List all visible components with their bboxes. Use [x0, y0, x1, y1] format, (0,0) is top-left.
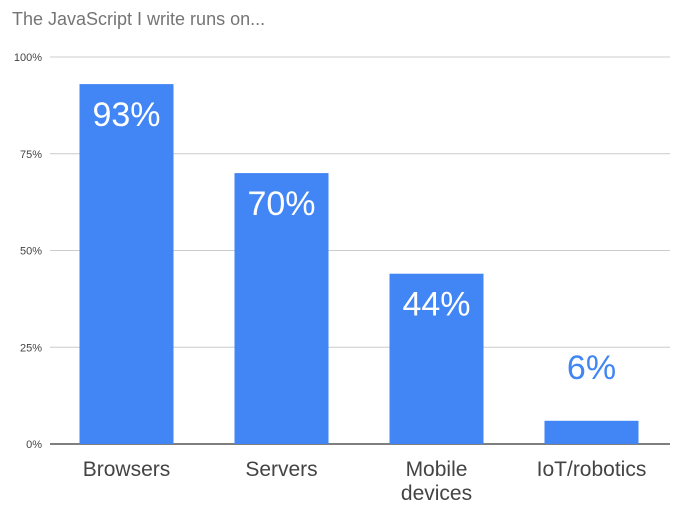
category-label: IoT/robotics	[537, 458, 647, 481]
category-label: Mobile	[406, 458, 468, 481]
bar	[544, 420, 639, 444]
y-tick-label: 25%	[20, 342, 42, 354]
y-tick-label: 75%	[20, 149, 42, 161]
data-label: 93%	[92, 96, 160, 134]
bar	[389, 273, 484, 444]
y-tick-label: 100%	[14, 52, 42, 64]
category-label: devices	[401, 482, 472, 505]
bar	[79, 84, 174, 444]
chart-title: The JavaScript I write runs on...	[12, 9, 266, 29]
bar	[234, 173, 329, 444]
data-label: 70%	[247, 185, 315, 223]
y-tick-label: 0%	[26, 439, 42, 451]
y-tick-label: 50%	[20, 246, 42, 258]
category-label: Browsers	[83, 458, 171, 481]
category-label: Servers	[245, 458, 317, 481]
data-label: 44%	[402, 286, 470, 324]
data-label: 6%	[567, 349, 616, 387]
